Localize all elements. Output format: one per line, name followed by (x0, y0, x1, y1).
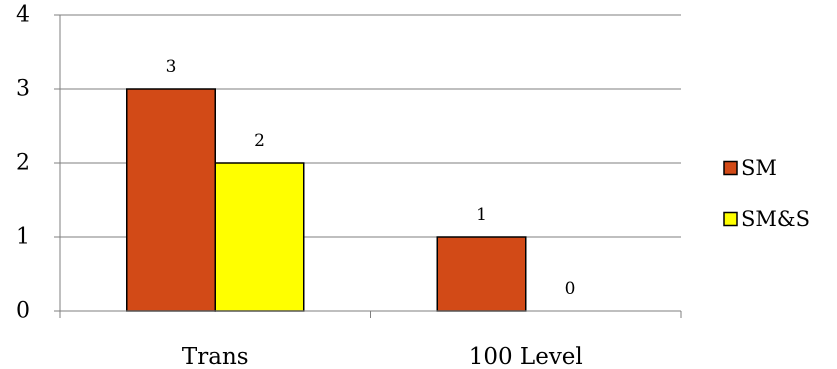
category-label: 100 Level (469, 344, 583, 369)
legend-label: SM (741, 156, 777, 180)
y-tick-label: 1 (16, 225, 30, 250)
legend-label: SM&S (741, 207, 810, 231)
axes (54, 14, 682, 318)
legend-swatch (723, 211, 738, 227)
bars (126, 88, 527, 312)
legend-swatch (723, 160, 738, 176)
y-tick-label: 0 (16, 299, 30, 324)
category-label: Trans (182, 344, 249, 369)
y-tick-label: 2 (16, 151, 30, 176)
y-tick-label: 3 (16, 77, 30, 102)
data-label: 3 (166, 57, 177, 77)
y-tick-label: 4 (16, 3, 30, 28)
bar (126, 88, 216, 312)
data-label: 0 (565, 279, 576, 299)
data-label: 2 (254, 131, 265, 151)
bar (214, 162, 305, 312)
labels: 0 1 2 3 4 3 2 Trans 1 0 100 Level (16, 3, 583, 369)
data-label: 1 (476, 205, 487, 225)
bar (436, 236, 527, 312)
legend: SM SM&S (723, 156, 810, 231)
